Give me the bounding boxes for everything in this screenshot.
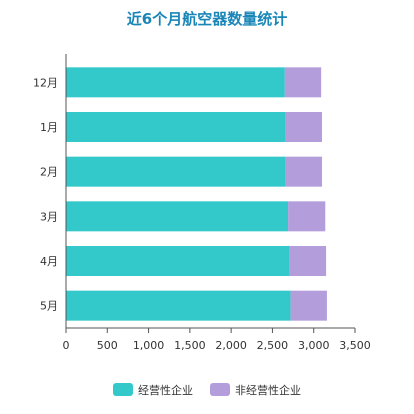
legend-label-1: 非经营性企业 <box>235 383 301 397</box>
x-tick-label: 2,500 <box>257 339 289 352</box>
x-tick-label: 1,500 <box>174 339 206 352</box>
bar-segment-1-0 <box>284 67 322 98</box>
x-tick-label: 3,000 <box>298 339 330 352</box>
legend-label-0: 经营性企业 <box>138 383 193 397</box>
x-tick-label: 0 <box>63 339 70 352</box>
bars-group <box>66 67 327 321</box>
legend-swatch-0 <box>113 383 133 396</box>
legend-swatch-1 <box>210 383 230 396</box>
x-tick-label: 2,000 <box>215 339 247 352</box>
x-tick-label: 1,000 <box>133 339 165 352</box>
bar-segment-0-4 <box>66 246 290 276</box>
bar-segment-0-1 <box>66 112 286 142</box>
y-tick-label: 4月 <box>40 255 58 268</box>
y-tick-label: 3月 <box>40 210 58 223</box>
bar-segment-1-1 <box>285 112 322 142</box>
bar-segment-1-4 <box>289 246 327 276</box>
x-tick-label: 500 <box>97 339 118 352</box>
bar-segment-0-3 <box>66 201 289 232</box>
bar-segment-1-2 <box>285 156 322 187</box>
bar-segment-0-5 <box>66 290 291 321</box>
y-axis-labels: 12月 1月 2月 3月 4月 5月 <box>33 76 58 312</box>
y-tick-label: 2月 <box>40 166 58 179</box>
bar-segment-1-5 <box>290 290 327 321</box>
bar-segment-1-3 <box>288 201 326 232</box>
x-tick-label: 3,500 <box>339 339 371 352</box>
y-tick-label: 12月 <box>33 76 58 89</box>
x-axis-labels: 0 500 1,000 1,500 2,000 2,500 3,000 3,500 <box>63 328 371 352</box>
y-tick-label: 1月 <box>40 121 58 134</box>
bar-segment-0-2 <box>66 156 286 187</box>
bar-segment-0-0 <box>66 67 285 98</box>
chart-title: 近6个月航空器数量统计 <box>126 10 288 28</box>
legend: 经营性企业 非经营性企业 <box>113 383 301 397</box>
y-tick-label: 5月 <box>40 300 58 313</box>
